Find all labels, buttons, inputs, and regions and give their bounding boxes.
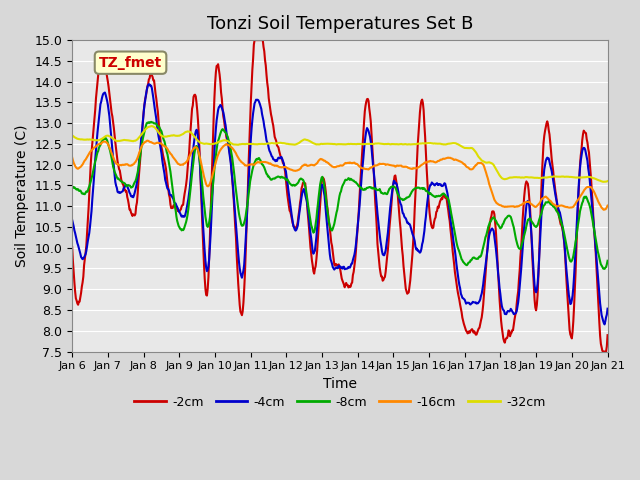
-2cm	[406, 284, 413, 289]
-4cm	[604, 306, 611, 312]
Title: Tonzi Soil Temperatures Set B: Tonzi Soil Temperatures Set B	[207, 15, 473, 33]
-8cm	[147, 119, 155, 125]
-8cm	[601, 266, 609, 272]
-8cm	[68, 183, 76, 189]
-16cm	[133, 156, 141, 162]
-2cm	[604, 332, 611, 338]
-4cm	[145, 81, 153, 87]
-8cm	[133, 172, 141, 178]
-4cm	[68, 217, 76, 223]
-16cm	[421, 159, 429, 165]
-32cm	[78, 136, 86, 142]
-4cm	[406, 221, 413, 227]
Y-axis label: Soil Temperature (C): Soil Temperature (C)	[15, 125, 29, 267]
Line: -32cm: -32cm	[72, 126, 607, 182]
-2cm	[599, 348, 607, 354]
-2cm	[421, 133, 429, 139]
-16cm	[600, 207, 607, 213]
-32cm	[406, 142, 413, 147]
-2cm	[251, 37, 259, 43]
-32cm	[68, 132, 76, 138]
-16cm	[216, 147, 224, 153]
X-axis label: Time: Time	[323, 377, 357, 391]
-2cm	[68, 244, 76, 250]
Line: -4cm: -4cm	[72, 84, 607, 324]
-32cm	[604, 178, 611, 184]
-16cm	[188, 148, 196, 154]
-8cm	[78, 191, 86, 196]
-32cm	[421, 140, 429, 146]
-8cm	[406, 193, 413, 199]
-4cm	[133, 180, 141, 185]
-16cm	[68, 155, 76, 160]
Line: -2cm: -2cm	[72, 40, 607, 351]
-4cm	[601, 322, 609, 327]
-32cm	[133, 137, 141, 143]
-16cm	[78, 162, 86, 168]
-16cm	[143, 138, 151, 144]
-32cm	[188, 131, 196, 136]
Legend: -2cm, -4cm, -8cm, -16cm, -32cm: -2cm, -4cm, -8cm, -16cm, -32cm	[129, 391, 550, 414]
-32cm	[216, 139, 224, 144]
-8cm	[604, 258, 611, 264]
-4cm	[216, 102, 224, 108]
-2cm	[78, 284, 86, 289]
-4cm	[78, 255, 86, 261]
-4cm	[421, 220, 429, 226]
-32cm	[599, 179, 607, 185]
-2cm	[188, 115, 195, 121]
-16cm	[604, 203, 611, 208]
-8cm	[216, 131, 224, 137]
-4cm	[188, 161, 196, 167]
-2cm	[133, 200, 141, 205]
-16cm	[406, 166, 413, 171]
-8cm	[421, 187, 429, 192]
Line: -16cm: -16cm	[72, 141, 607, 210]
-32cm	[148, 123, 156, 129]
-8cm	[188, 171, 196, 177]
-2cm	[216, 72, 223, 77]
Line: -8cm: -8cm	[72, 122, 607, 269]
Text: TZ_fmet: TZ_fmet	[99, 56, 162, 70]
